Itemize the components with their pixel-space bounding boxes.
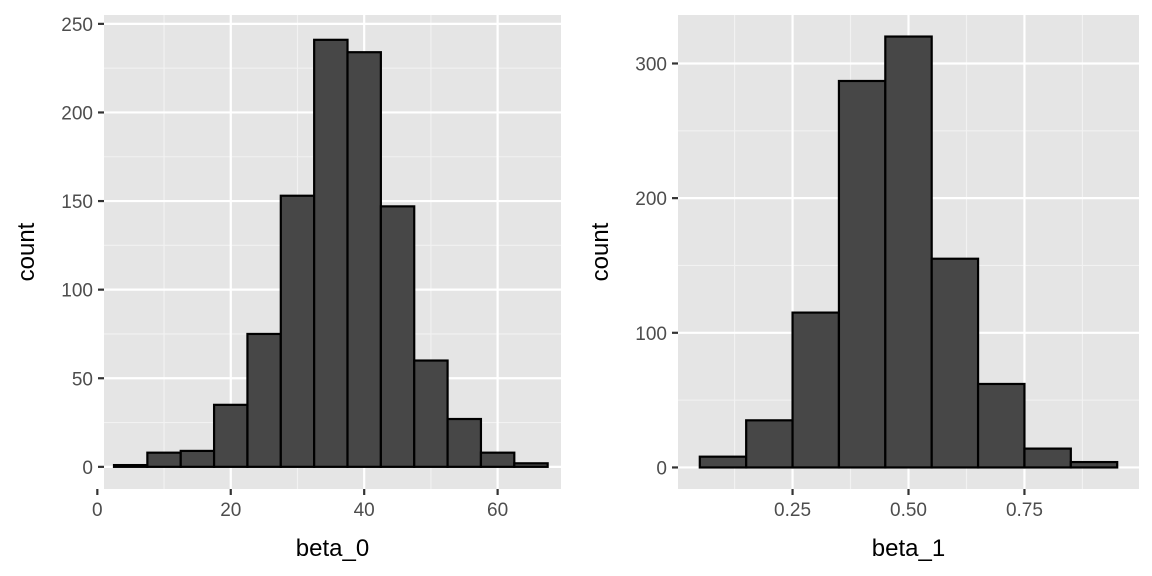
x-tick-label: 0.25 (774, 500, 811, 521)
x-tick-label: 0.50 (890, 500, 927, 521)
histogram-bar-6 (930, 257, 980, 469)
histogram-bar-9 (379, 205, 416, 468)
x-axis-title: beta_0 (296, 535, 369, 562)
y-tick-label: 200 (635, 189, 667, 210)
histogram-bar-8 (346, 51, 382, 468)
histogram-bar-8 (1023, 447, 1072, 469)
histogram-bar-2 (146, 451, 182, 468)
histogram-bar-7 (313, 38, 349, 468)
histogram-bar-3 (791, 311, 841, 469)
x-tick-label: 20 (220, 500, 241, 521)
y-tick-label: 0 (82, 458, 93, 479)
y-tick-label: 100 (635, 324, 667, 345)
y-tick-label: 250 (61, 15, 93, 36)
x-tick-label: 40 (354, 500, 375, 521)
histogram-bar-11 (446, 417, 483, 468)
y-tick-label: 0 (656, 458, 667, 479)
y-axis-title: count (587, 222, 614, 281)
histogram-bar-1 (112, 463, 149, 468)
histogram-bar-1 (698, 455, 748, 469)
histogram-bar-2 (745, 419, 794, 469)
y-tick-label: 300 (635, 54, 667, 75)
histogram-panel-2: 0.25 0.50 0.75 0 100 200 300 beta_1 count (587, 15, 1139, 562)
histogram-bar-5 (246, 332, 282, 468)
y-tick-label: 150 (61, 192, 93, 213)
x-tick-label: 60 (487, 500, 508, 521)
histogram-bar-4 (212, 403, 249, 468)
histogram-bar-7 (976, 382, 1026, 469)
histogram-bar-13 (513, 462, 549, 468)
y-tick-label: 100 (61, 281, 93, 302)
y-tick-label: 200 (61, 103, 93, 124)
x-tick-label: 0.75 (1006, 500, 1043, 521)
histogram-bar-5 (884, 35, 933, 469)
x-tick-label: 0 (92, 500, 103, 521)
histogram-bar-12 (479, 451, 516, 468)
y-tick-label: 50 (72, 369, 93, 390)
x-axis-title: beta_1 (872, 535, 945, 562)
histogram-bar-6 (279, 194, 316, 468)
y-axis-title: count (13, 222, 40, 281)
histogram-bar-4 (837, 79, 887, 469)
histogram-bar-9 (1069, 460, 1119, 469)
histogram-bar-3 (179, 449, 216, 468)
histogram-bar-10 (413, 359, 449, 468)
histogram-panel-1: 0 20 40 60 0 50 100 150 200 250 beta_0 count (13, 15, 561, 562)
